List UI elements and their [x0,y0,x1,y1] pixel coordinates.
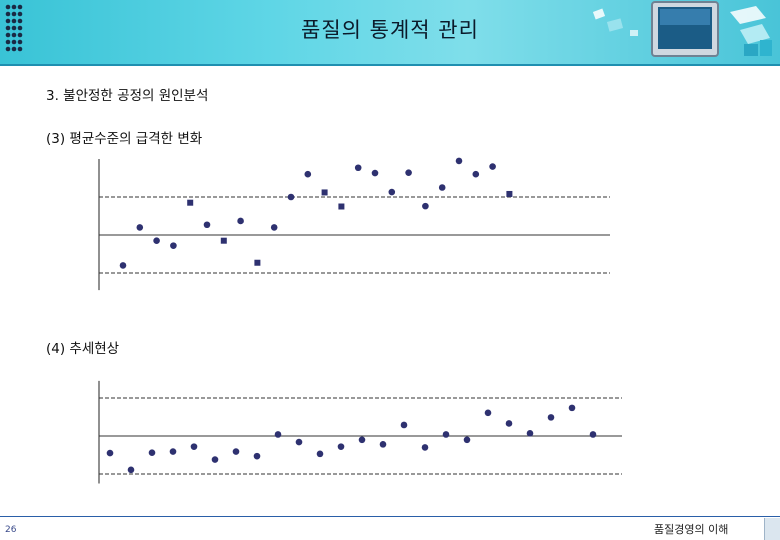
monitor-decoration-icon [592,1,772,57]
chart1-title: (3) 평균수준의 급격한 변화 [46,131,203,147]
data-point [321,189,328,196]
page-number: 26 [5,525,17,535]
data-point [379,441,387,448]
slide-header: 품질의 통계적 관리 [0,0,780,66]
data-point [190,443,198,450]
data-point [337,443,345,450]
data-point [187,199,194,206]
data-point [170,242,177,249]
data-point [472,170,480,178]
data-point [505,420,513,427]
footer-title: 품질경영의 이해 [654,523,729,536]
data-point [106,449,114,457]
data-point [354,164,362,172]
data-point [169,448,177,455]
data-point [304,170,312,178]
data-point [148,449,156,457]
data-point [220,237,227,244]
data-point [371,169,379,177]
data-point [526,430,534,437]
data-point [421,444,429,451]
data-point [388,188,396,196]
data-point [295,438,303,446]
data-point [127,466,135,474]
data-point [455,157,463,165]
data-point [338,203,345,210]
slide-title: 품질의 통계적 관리 [301,18,479,42]
data-point [568,404,576,412]
header-dot-grid-icon [5,4,23,52]
data-point [484,409,492,417]
data-point [153,237,160,244]
data-point [316,450,324,458]
data-point [136,224,144,231]
footer-corner-tab [764,518,780,540]
data-point [274,431,282,438]
data-point [254,259,261,266]
data-point [405,169,412,176]
data-point [358,436,366,444]
data-point [203,221,211,229]
footer-rule [0,516,780,517]
data-point [237,217,244,225]
data-point [232,448,240,455]
data-point [287,193,295,201]
data-point [270,224,278,231]
data-point [489,163,496,170]
data-point [422,202,429,210]
section-heading: 3. 불안정한 공정의 원인분석 [46,88,209,104]
data-point [400,421,408,429]
data-point [438,184,446,191]
data-point [119,262,127,269]
data-point [589,431,597,438]
data-point [547,414,555,421]
data-point [463,436,471,444]
data-point [253,452,261,460]
data-point [506,190,513,197]
data-point [442,431,450,438]
chart2-title: (4) 추세현상 [46,341,120,357]
data-point [211,456,219,463]
